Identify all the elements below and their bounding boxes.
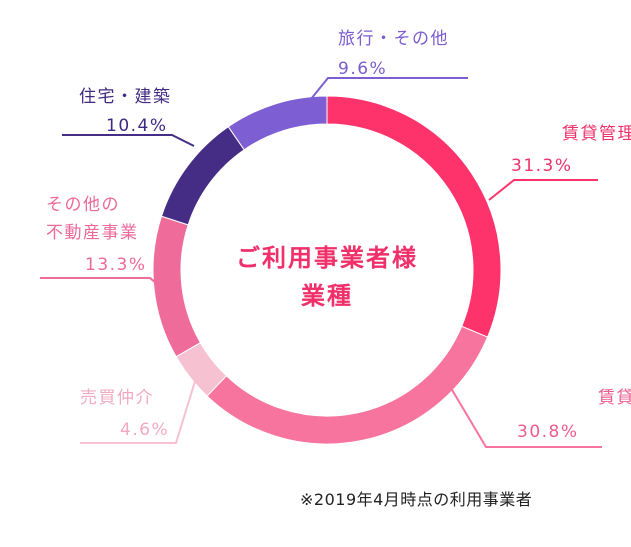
donut-slice (206, 325, 489, 445)
leader-line (62, 134, 195, 147)
leader-line (488, 179, 598, 201)
leader-line (444, 377, 602, 448)
leader-line (40, 277, 158, 285)
center-title-line-1: ご利用事業者様 (236, 244, 418, 272)
slice-name-label: 賃貸管理 (562, 124, 631, 144)
slice-value-label: 30.8% (517, 422, 579, 442)
donut-slice (152, 215, 202, 358)
slice-name-label: 売買仲介 (80, 388, 154, 408)
slice-value-label: 13.3% (85, 255, 147, 275)
slice-name-label: 旅行・その他 (338, 29, 449, 49)
donut-slice (160, 126, 245, 226)
donut-slice (326, 95, 502, 338)
slice-name-label: 賃貸仲介 (598, 388, 631, 408)
center-title-line-2: 業種 (301, 282, 353, 310)
slice-value-label: 4.6% (120, 420, 169, 440)
footnote: ※2019年4月時点の利用事業者 (300, 490, 533, 509)
slice-name-label: 住宅・建築 (79, 87, 172, 107)
donut-slice (227, 95, 328, 151)
leader-line (80, 377, 197, 444)
slice-name-label: その他の不動産事業 (46, 195, 139, 243)
slice-value-label: 9.6% (338, 59, 387, 79)
slice-value-label: 31.3% (511, 156, 573, 176)
slice-value-label: 10.4% (106, 116, 168, 136)
leader-line (310, 77, 468, 100)
